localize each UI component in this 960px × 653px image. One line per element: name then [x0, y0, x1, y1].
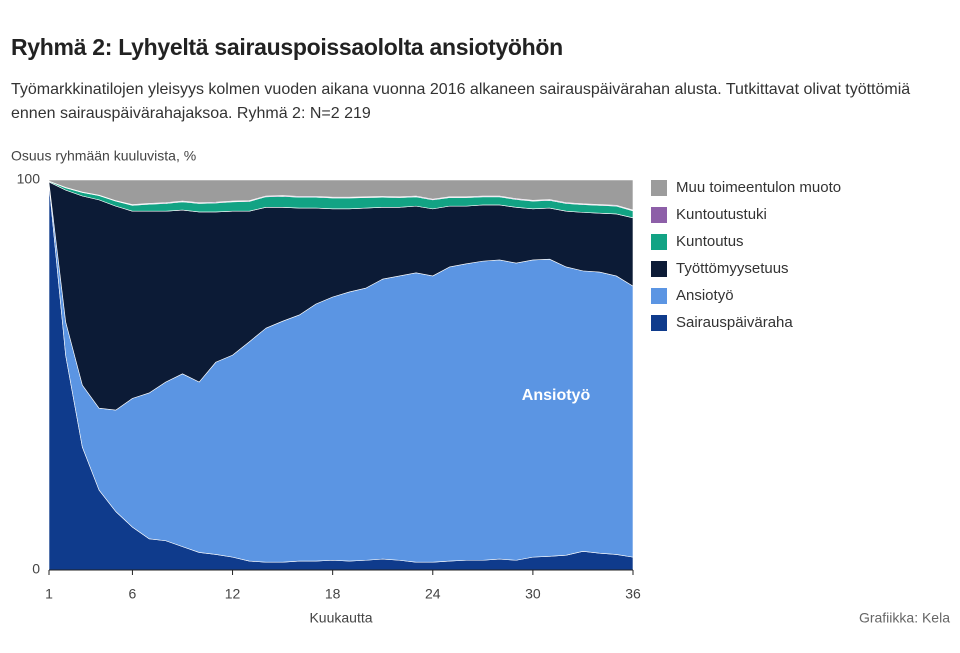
- annotation: Ansiotyö: [522, 387, 591, 404]
- legend-label: Sairauspäiväraha: [676, 314, 793, 331]
- legend-label: Ansiotyö: [676, 287, 734, 304]
- legend-swatch: [651, 315, 667, 331]
- y-axis-label: Osuus ryhmään kuuluvista, %: [11, 148, 196, 164]
- source: Grafiikka: Kela: [859, 610, 950, 626]
- x-tick-label: 6: [129, 586, 137, 602]
- chart-title: Ryhmä 2: Lyhyeltä sairauspoissaololta an…: [11, 34, 563, 60]
- x-axis-label: Kuukautta: [309, 610, 372, 626]
- y-tick-label: 100: [17, 171, 41, 187]
- x-tick-label: 1: [45, 586, 53, 602]
- x-tick-label: 36: [625, 586, 641, 602]
- legend-label: Kuntoutustuki: [676, 206, 767, 223]
- legend-swatch: [651, 234, 667, 250]
- legend-swatch: [651, 261, 667, 277]
- legend-label: Kuntoutus: [676, 233, 744, 250]
- x-tick-label: 24: [425, 586, 441, 602]
- x-tick-label: 12: [225, 586, 241, 602]
- x-tick-label: 30: [525, 586, 541, 602]
- legend-swatch: [651, 207, 667, 223]
- area: [48, 179, 634, 211]
- legend-label: Työttömyysetuus: [676, 260, 789, 277]
- y-tick-label: 0: [32, 561, 40, 577]
- legend-swatch: [651, 180, 667, 196]
- x-tick-label: 18: [325, 586, 341, 602]
- chart-subtitle: Työmarkkinatilojen yleisyys kolmen vuode…: [11, 81, 911, 122]
- legend-swatch: [651, 288, 667, 304]
- legend-label: Muu toimeentulon muoto: [676, 179, 841, 196]
